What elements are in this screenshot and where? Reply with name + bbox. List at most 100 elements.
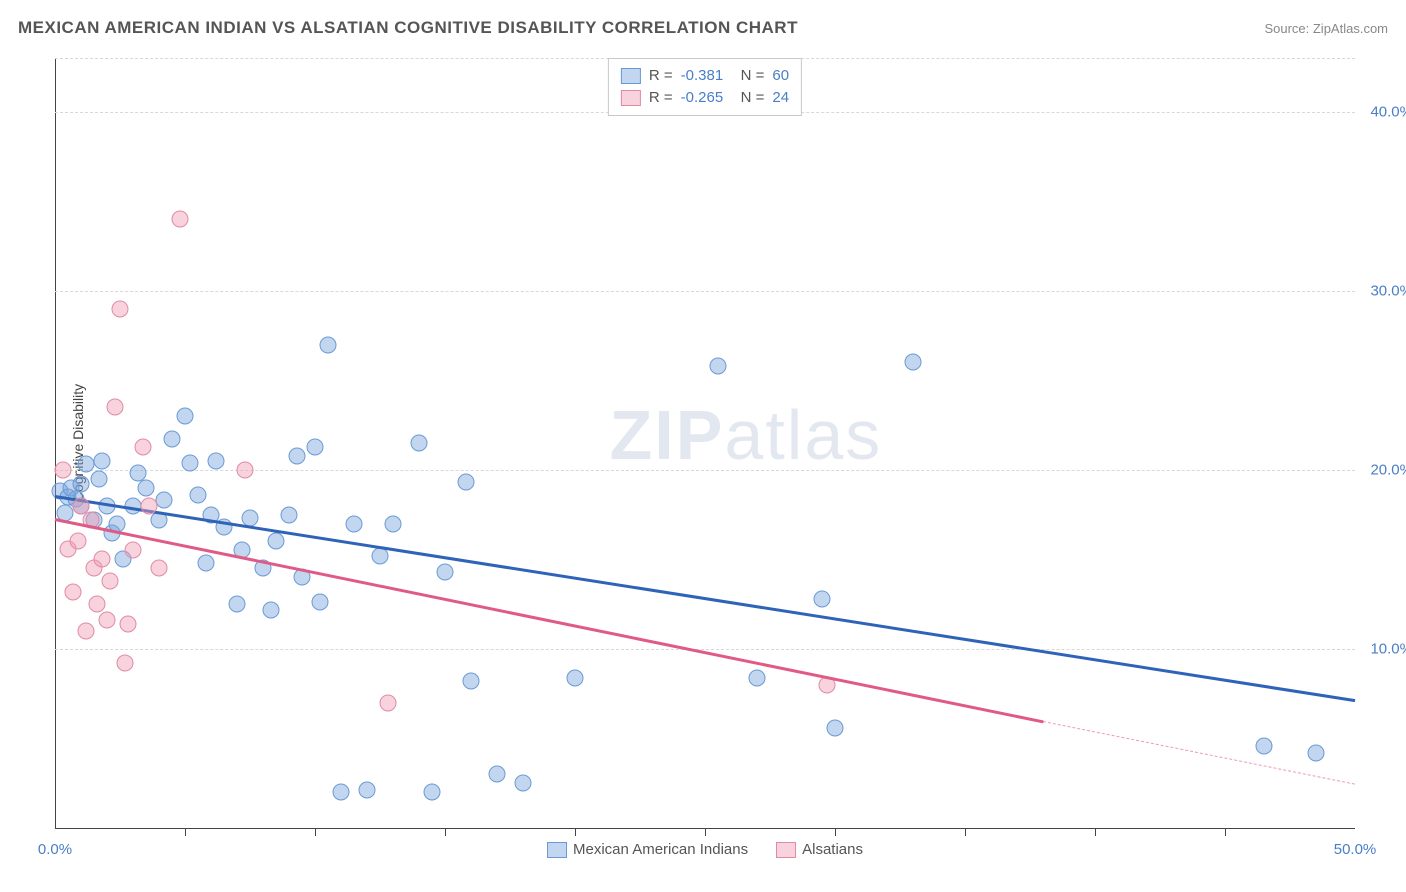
data-point xyxy=(164,431,181,448)
x-tick xyxy=(1225,828,1226,836)
legend-item: Mexican American Indians xyxy=(547,841,748,858)
data-point xyxy=(125,542,142,559)
data-point xyxy=(229,596,246,613)
data-point xyxy=(814,590,831,607)
data-point xyxy=(156,492,173,509)
source-label: Source: ZipAtlas.com xyxy=(1264,21,1388,36)
data-point xyxy=(463,673,480,690)
data-point xyxy=(138,479,155,496)
series-legend: Mexican American Indians Alsatians xyxy=(547,841,863,858)
y-tick-label: 30.0% xyxy=(1370,282,1406,299)
data-point xyxy=(288,447,305,464)
x-tick xyxy=(705,828,706,836)
data-point xyxy=(197,554,214,571)
trend-line xyxy=(55,518,1043,723)
r-value: -0.381 xyxy=(681,65,733,87)
y-axis xyxy=(55,58,56,828)
data-point xyxy=(236,461,253,478)
data-point xyxy=(78,623,95,640)
legend-label: Mexican American Indians xyxy=(573,841,748,858)
data-point xyxy=(1256,737,1273,754)
x-tick xyxy=(835,828,836,836)
data-point xyxy=(177,408,194,425)
data-point xyxy=(119,615,136,632)
x-tick xyxy=(445,828,446,836)
data-point xyxy=(515,775,532,792)
data-point xyxy=(567,669,584,686)
data-point xyxy=(320,336,337,353)
data-point xyxy=(1308,744,1325,761)
y-tick-label: 20.0% xyxy=(1370,461,1406,478)
data-point xyxy=(312,594,329,611)
x-tick xyxy=(315,828,316,836)
trend-line xyxy=(55,495,1355,702)
data-point xyxy=(54,461,71,478)
chart-area: ZIPatlas Cognitive Disability 10.0%20.0%… xyxy=(55,58,1355,828)
data-point xyxy=(385,515,402,532)
data-point xyxy=(190,486,207,503)
data-point xyxy=(281,506,298,523)
data-point xyxy=(457,474,474,491)
data-point xyxy=(827,719,844,736)
data-point xyxy=(106,399,123,416)
legend-swatch xyxy=(547,842,567,858)
data-point xyxy=(262,601,279,618)
y-tick-label: 10.0% xyxy=(1370,640,1406,657)
plot-surface: 10.0%20.0%30.0%40.0%0.0%50.0% xyxy=(55,58,1355,828)
chart-title: MEXICAN AMERICAN INDIAN VS ALSATIAN COGN… xyxy=(18,18,798,38)
data-point xyxy=(749,669,766,686)
legend-row: R = -0.265 N = 24 xyxy=(621,87,789,109)
legend-row: R = -0.381 N = 60 xyxy=(621,65,789,87)
legend-item: Alsatians xyxy=(776,841,863,858)
x-tick xyxy=(965,828,966,836)
correlation-legend: R = -0.381 N = 60 R = -0.265 N = 24 xyxy=(608,58,802,116)
x-tick-label: 50.0% xyxy=(1334,841,1377,858)
data-point xyxy=(93,551,110,568)
data-point xyxy=(437,563,454,580)
data-point xyxy=(346,515,363,532)
legend-swatch xyxy=(776,842,796,858)
x-tick xyxy=(575,828,576,836)
legend-label: Alsatians xyxy=(802,841,863,858)
data-point xyxy=(91,470,108,487)
data-point xyxy=(65,583,82,600)
r-label: R = xyxy=(649,65,673,87)
data-point xyxy=(182,454,199,471)
data-point xyxy=(411,435,428,452)
data-point xyxy=(905,354,922,371)
x-tick xyxy=(185,828,186,836)
legend-swatch xyxy=(621,90,641,106)
n-label: N = xyxy=(741,65,765,87)
data-point xyxy=(710,358,727,375)
legend-swatch xyxy=(621,68,641,84)
data-point xyxy=(135,438,152,455)
data-point xyxy=(268,533,285,550)
data-point xyxy=(307,438,324,455)
data-point xyxy=(112,300,129,317)
data-point xyxy=(117,655,134,672)
x-tick xyxy=(1095,828,1096,836)
r-value: -0.265 xyxy=(681,87,733,109)
data-point xyxy=(151,560,168,577)
data-point xyxy=(489,766,506,783)
data-point xyxy=(359,782,376,799)
data-point xyxy=(73,476,90,493)
grid-line xyxy=(55,649,1355,650)
data-point xyxy=(101,572,118,589)
data-point xyxy=(372,547,389,564)
data-point xyxy=(140,497,157,514)
data-point xyxy=(171,211,188,228)
data-point xyxy=(424,784,441,801)
data-point xyxy=(99,612,116,629)
y-tick-label: 40.0% xyxy=(1370,103,1406,120)
n-label: N = xyxy=(741,87,765,109)
x-tick-label: 0.0% xyxy=(38,841,72,858)
data-point xyxy=(70,533,87,550)
grid-line xyxy=(55,291,1355,292)
data-point xyxy=(208,452,225,469)
data-point xyxy=(78,456,95,473)
r-label: R = xyxy=(649,87,673,109)
data-point xyxy=(379,694,396,711)
data-point xyxy=(93,452,110,469)
data-point xyxy=(333,784,350,801)
